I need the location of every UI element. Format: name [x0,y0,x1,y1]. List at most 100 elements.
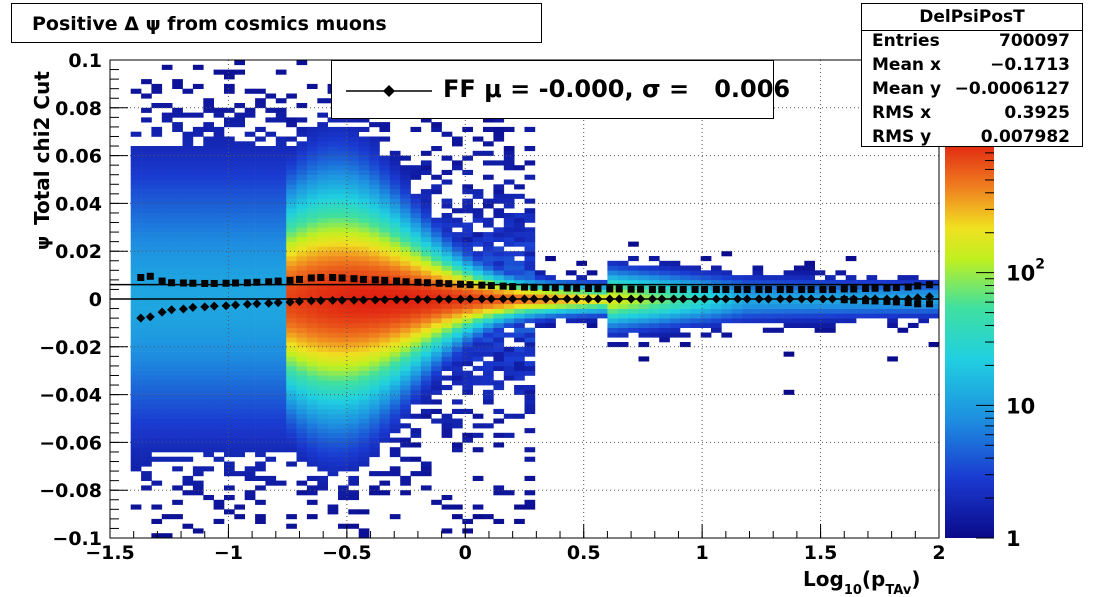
heatmap-cell [234,342,245,348]
heatmap-cell [358,169,370,175]
heatmap-cell [400,394,411,400]
heatmap-cell [161,275,173,281]
heatmap-cell [141,375,152,381]
heatmap-cell [244,385,256,391]
y-tick-label: 0.04 [55,193,102,215]
heatmap-cell [203,184,214,190]
heatmap-cell [161,232,173,238]
heatmap-cell [306,389,318,395]
heatmap-cell [141,380,152,386]
heatmap-cell [431,356,442,362]
heatmap-cell [317,327,328,333]
rms-marker [457,280,465,288]
heatmap-cell [338,251,349,257]
heatmap-cell [348,270,359,276]
heatmap-cell [358,146,370,152]
heatmap-cell [151,256,163,262]
heatmap-cell [483,327,494,333]
x-axis-label-sub1: 10 [844,583,862,597]
heatmap-cell [783,351,795,357]
heatmap-cell [286,179,297,185]
heatmap-cell [296,399,308,405]
heatmap-cell [348,260,359,266]
heatmap-cell [317,279,328,285]
heatmap-cell [317,174,328,180]
heatmap-cell [389,198,401,204]
heatmap-cell [441,232,453,238]
heatmap-cell [224,389,235,395]
heatmap-cell [690,279,701,285]
heatmap-cell [161,189,173,195]
heatmap-cell [514,385,525,391]
heatmap-cell [306,203,318,209]
heatmap-cell [524,256,536,262]
heatmap-cell [524,241,536,247]
heatmap-cell [793,308,805,314]
heatmap-cell [172,413,183,419]
mean-marker [827,294,837,304]
heatmap-cell [265,150,277,156]
rms-marker [222,279,230,287]
heatmap-cell [358,308,370,314]
heatmap-cell [493,136,505,142]
heatmap-cell [224,447,235,453]
heatmap-cell [441,213,453,219]
heatmap-cell [338,322,349,328]
heatmap-cell [130,423,142,429]
heatmap-cell [255,370,266,376]
heatmap-cell [410,375,422,381]
heatmap-cell [296,131,308,137]
heatmap-cell [213,428,225,434]
heatmap-cell [265,399,277,405]
heatmap-cell [420,289,432,295]
heatmap-cell [192,303,204,309]
heatmap-cell [452,408,463,414]
heatmap-cell [130,246,142,252]
heatmap-cell [742,279,753,285]
heatmap-cell [172,217,183,223]
heatmap-cell [897,308,909,314]
heatmap-cell [327,318,339,324]
heatmap-cell [607,327,619,333]
heatmap-cell [431,184,442,190]
heatmap-cell [172,256,183,262]
heatmap-cell [659,260,670,266]
heatmap-cell [203,299,214,305]
heatmap-cell [887,356,898,362]
heatmap-cell [224,404,235,410]
heatmap-cell [286,227,297,233]
heatmap-cell [265,342,277,348]
heatmap-cell [130,146,142,152]
heatmap-cell [161,174,173,180]
heatmap-cell [514,375,525,381]
rms-marker [648,285,656,293]
heatmap-cell [130,428,142,434]
heatmap-cell [483,289,494,295]
heatmap-cell [327,265,339,271]
heatmap-cell [369,284,380,290]
heatmap-cell [617,289,629,295]
heatmap-cell [452,327,463,333]
heatmap-cell [648,313,660,319]
heatmap-cell [296,126,308,132]
heatmap-cell [379,332,391,338]
heatmap-cell [472,260,484,266]
heatmap-cell [679,299,691,305]
heatmap-cell [192,227,204,233]
heatmap-cell [306,141,318,147]
heatmap-cell [317,466,328,472]
heatmap-cell [628,318,639,324]
heatmap-cell [441,504,453,510]
heatmap-cell [400,442,411,448]
heatmap-cell [172,322,183,328]
heatmap-cell [452,332,463,338]
heatmap-cell [296,375,308,381]
heatmap-cell [255,308,266,314]
heatmap-cell [441,528,453,534]
heatmap-cell [472,189,484,195]
heatmap-cell [213,504,225,510]
heatmap-cell [410,265,422,271]
heatmap-cell [306,408,318,414]
heatmap-cell [441,222,453,228]
heatmap-cell [327,327,339,333]
